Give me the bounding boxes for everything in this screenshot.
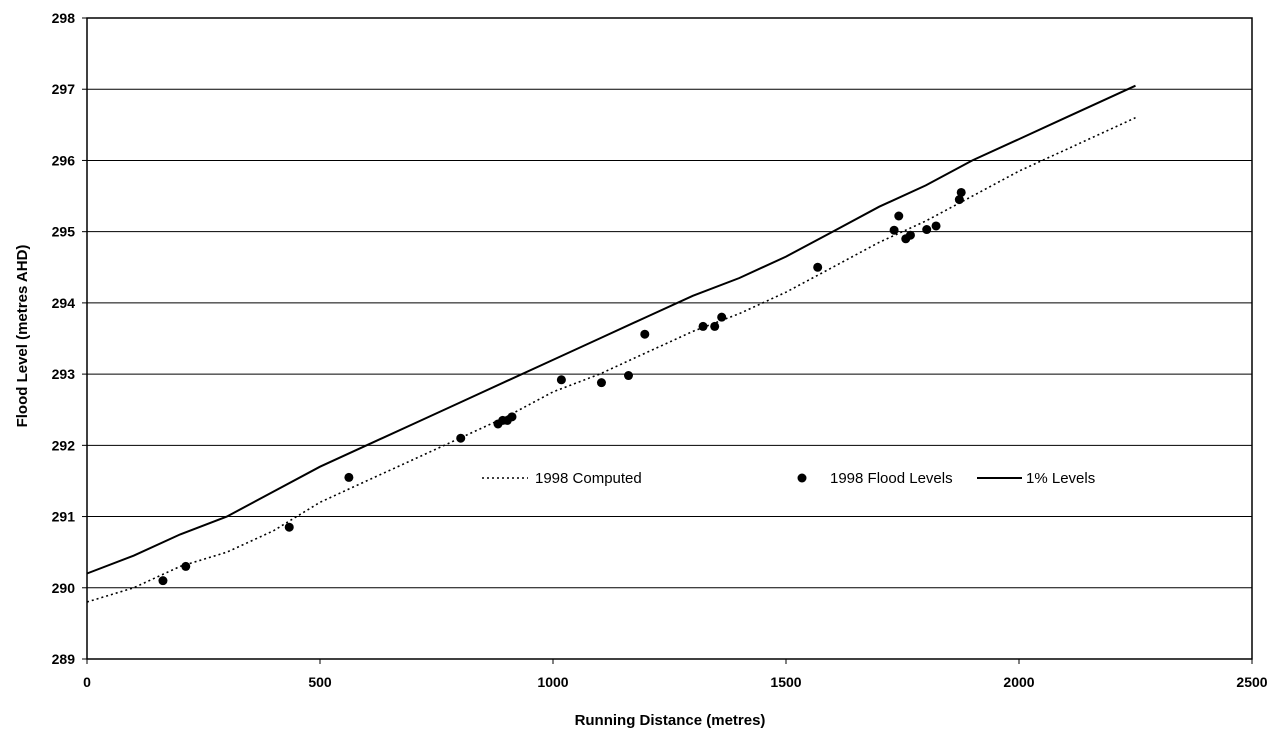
legend-label-computed: 1998 Computed bbox=[535, 470, 642, 487]
data-point-1998-flood-levels bbox=[698, 321, 708, 331]
y-tick-label: 293 bbox=[52, 366, 76, 382]
y-tick-label: 294 bbox=[52, 295, 76, 311]
legend: 1998 Computed 1998 Flood Levels 1% Level… bbox=[482, 470, 1095, 487]
y-tick-label: 295 bbox=[52, 224, 76, 240]
x-tick-label: 1500 bbox=[770, 674, 801, 690]
y-tick-label: 291 bbox=[52, 509, 76, 525]
plot-area-frame bbox=[86, 17, 1253, 660]
data-point-1998-flood-levels bbox=[710, 321, 720, 331]
data-point-1998-flood-levels bbox=[623, 371, 633, 381]
x-tick-label: 1000 bbox=[537, 674, 568, 690]
data-point-1998-flood-levels bbox=[158, 576, 168, 586]
y-axis-title: Flood Level (metres AHD) bbox=[14, 245, 31, 428]
data-point-1998-flood-levels bbox=[889, 225, 899, 235]
data-point-1998-flood-levels bbox=[956, 187, 966, 197]
x-tick-label: 500 bbox=[308, 674, 332, 690]
data-point-1998-flood-levels bbox=[456, 433, 466, 443]
y-tick-label: 292 bbox=[52, 437, 76, 453]
x-tick-label: 2000 bbox=[1003, 674, 1034, 690]
data-point-1998-flood-levels bbox=[556, 375, 566, 385]
data-point-1998-flood-levels bbox=[922, 225, 932, 235]
x-axis-title: Running Distance (metres) bbox=[575, 712, 766, 729]
y-axis-ticks: 289 290 291 292 293 294 295 296 297 298 bbox=[52, 10, 87, 667]
series-line-1998-computed bbox=[86, 116, 1136, 603]
data-point-1998-flood-levels bbox=[284, 522, 294, 532]
data-point-1998-flood-levels bbox=[507, 412, 517, 422]
gridlines bbox=[87, 17, 1252, 660]
x-axis-ticks: 0 500 1000 1500 2000 2500 bbox=[83, 659, 1268, 690]
data-point-1998-flood-levels bbox=[931, 221, 941, 231]
data-point-1998-flood-levels bbox=[344, 472, 354, 482]
legend-swatch-flood-levels bbox=[797, 473, 807, 483]
series-layer bbox=[86, 84, 1136, 603]
data-point-1998-flood-levels bbox=[954, 195, 964, 205]
data-point-1998-flood-levels bbox=[813, 262, 823, 272]
x-tick-label: 0 bbox=[83, 674, 91, 690]
y-tick-label: 289 bbox=[52, 651, 76, 667]
data-point-1998-flood-levels bbox=[717, 312, 727, 322]
y-tick-label: 298 bbox=[52, 10, 76, 26]
data-point-1998-flood-levels bbox=[596, 378, 606, 388]
data-point-1998-flood-levels bbox=[905, 230, 915, 240]
series-line-1-levels bbox=[86, 84, 1136, 575]
y-tick-label: 290 bbox=[52, 580, 76, 596]
y-tick-label: 297 bbox=[52, 81, 76, 97]
data-point-1998-flood-levels bbox=[640, 329, 650, 339]
y-tick-label: 296 bbox=[52, 152, 76, 168]
data-point-1998-flood-levels bbox=[894, 211, 904, 221]
legend-label-flood-levels: 1998 Flood Levels bbox=[830, 470, 953, 487]
data-point-1998-flood-levels bbox=[181, 561, 191, 571]
legend-label-one-percent: 1% Levels bbox=[1026, 470, 1095, 487]
x-tick-label: 2500 bbox=[1236, 674, 1267, 690]
